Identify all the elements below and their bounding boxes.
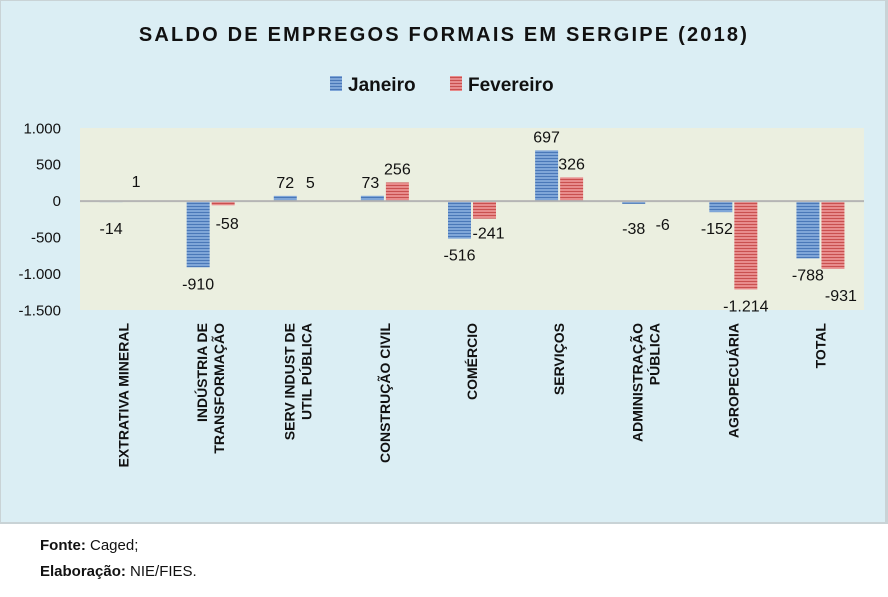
- data-label-janeiro: 72: [276, 175, 294, 192]
- bar-janeiro: [360, 195, 384, 202]
- category-label: EXTRATIVA MINERAL: [116, 323, 132, 468]
- bar-janeiro: [535, 150, 559, 202]
- data-label-janeiro: -38: [622, 221, 645, 238]
- data-label-fevereiro: 5: [306, 175, 315, 192]
- category-label-line: EXTRATIVA MINERAL: [116, 323, 132, 468]
- source-value: Caged;: [90, 537, 139, 554]
- data-labels: -14 1 -910 -58 72 5 73 256 -516 -241 697 326 -38 -6 -1…: [99, 129, 857, 315]
- data-label-fevereiro: -6: [656, 217, 670, 234]
- data-label-janeiro: -152: [701, 221, 733, 238]
- category-label: ADMINISTRAÇÃO PÚBLICA: [629, 323, 663, 442]
- data-label-janeiro: 697: [533, 129, 560, 146]
- data-label-janeiro: -14: [99, 221, 122, 238]
- category-label-line: COMÉRCIO: [464, 323, 480, 400]
- category-label-line: CONSTRUÇÃO CIVIL: [376, 323, 393, 463]
- author-value: NIE/FIES.: [130, 563, 197, 580]
- data-label-fevereiro: -58: [216, 216, 239, 233]
- category-labels: EXTRATIVA MINERAL INDÚSTRIA DE TRANSFORMAÇ…: [116, 323, 829, 468]
- category-label-line: PÚBLICA: [646, 323, 663, 385]
- legend: Janeiro Fevereiro: [330, 75, 554, 96]
- data-label-janeiro: 73: [361, 175, 379, 192]
- category-label: SERVIÇOS: [551, 323, 567, 395]
- bar-fevereiro: [560, 177, 584, 202]
- category-label: TOTAL: [812, 323, 828, 369]
- y-tick-label: 0: [53, 193, 61, 210]
- category-label-line: INDÚSTRIA DE: [193, 323, 210, 422]
- category-label-line: ADMINISTRAÇÃO: [629, 323, 646, 442]
- bar-janeiro: [448, 201, 471, 239]
- category-label: CONSTRUÇÃO CIVIL: [376, 323, 393, 463]
- source-line: Fonte: Caged;: [40, 533, 197, 559]
- legend-swatch-janeiro: [330, 76, 342, 91]
- chart-title: SALDO DE EMPREGOS FORMAIS EM SERGIPE (20…: [139, 24, 749, 46]
- category-label: SERV INDUST DE UTIL PÚBLICA: [281, 323, 314, 440]
- data-label-janeiro: -516: [443, 248, 475, 265]
- bar-fevereiro: [821, 201, 845, 269]
- author-line: Elaboração: NIE/FIES.: [40, 559, 197, 585]
- data-label-fevereiro: -241: [472, 226, 504, 243]
- bar-janeiro: [796, 201, 820, 259]
- category-label: AGROPECUÁRIA: [725, 323, 741, 438]
- y-axis: 1.000 500 0 -500 -1.000 -1.500: [18, 120, 61, 319]
- legend-swatch-fevereiro: [450, 76, 462, 91]
- chart: SALDO DE EMPREGOS FORMAIS EM SERGIPE (20…: [18, 24, 864, 468]
- data-label-fevereiro: 1: [132, 174, 141, 191]
- category-label-line: UTIL PÚBLICA: [297, 323, 314, 420]
- category-label-line: SERV INDUST DE: [281, 323, 297, 440]
- category-label-line: SERVIÇOS: [551, 323, 567, 395]
- category-label-line: TOTAL: [812, 323, 828, 369]
- data-label-janeiro: -788: [792, 267, 824, 284]
- bars: [99, 150, 845, 290]
- bar-janeiro: [622, 201, 646, 204]
- plot-area: [80, 128, 864, 310]
- legend-label-janeiro: Janeiro: [348, 75, 416, 96]
- y-tick-label: -1.000: [18, 266, 61, 283]
- y-tick-label: 1.000: [23, 120, 61, 137]
- bar-fevereiro: [734, 201, 758, 290]
- data-label-janeiro: -910: [182, 276, 214, 293]
- source-label: Fonte:: [40, 537, 86, 554]
- data-label-fevereiro: 256: [384, 161, 411, 178]
- data-label-fevereiro: -931: [825, 288, 857, 305]
- legend-label-fevereiro: Fevereiro: [468, 75, 554, 96]
- category-label: INDÚSTRIA DE TRANSFORMAÇÃO: [193, 323, 227, 454]
- bar-janeiro: [273, 195, 297, 202]
- category-label: COMÉRCIO: [464, 323, 480, 400]
- bar-janeiro: [186, 201, 210, 268]
- y-tick-label: -500: [31, 230, 61, 247]
- category-label-line: AGROPECUÁRIA: [725, 323, 741, 438]
- bar-fevereiro: [473, 201, 496, 219]
- footer: Fonte: Caged; Elaboração: NIE/FIES.: [40, 533, 197, 585]
- bar-fevereiro: [385, 182, 409, 202]
- bar-janeiro: [709, 201, 733, 213]
- bar-fevereiro: [211, 201, 235, 206]
- data-label-fevereiro: 326: [558, 156, 585, 173]
- data-label-fevereiro: -1.214: [723, 298, 768, 315]
- y-tick-label: -1.500: [18, 302, 61, 319]
- category-label-line: TRANSFORMAÇÃO: [210, 323, 227, 454]
- author-label: Elaboração:: [40, 563, 126, 580]
- y-tick-label: 500: [36, 157, 61, 174]
